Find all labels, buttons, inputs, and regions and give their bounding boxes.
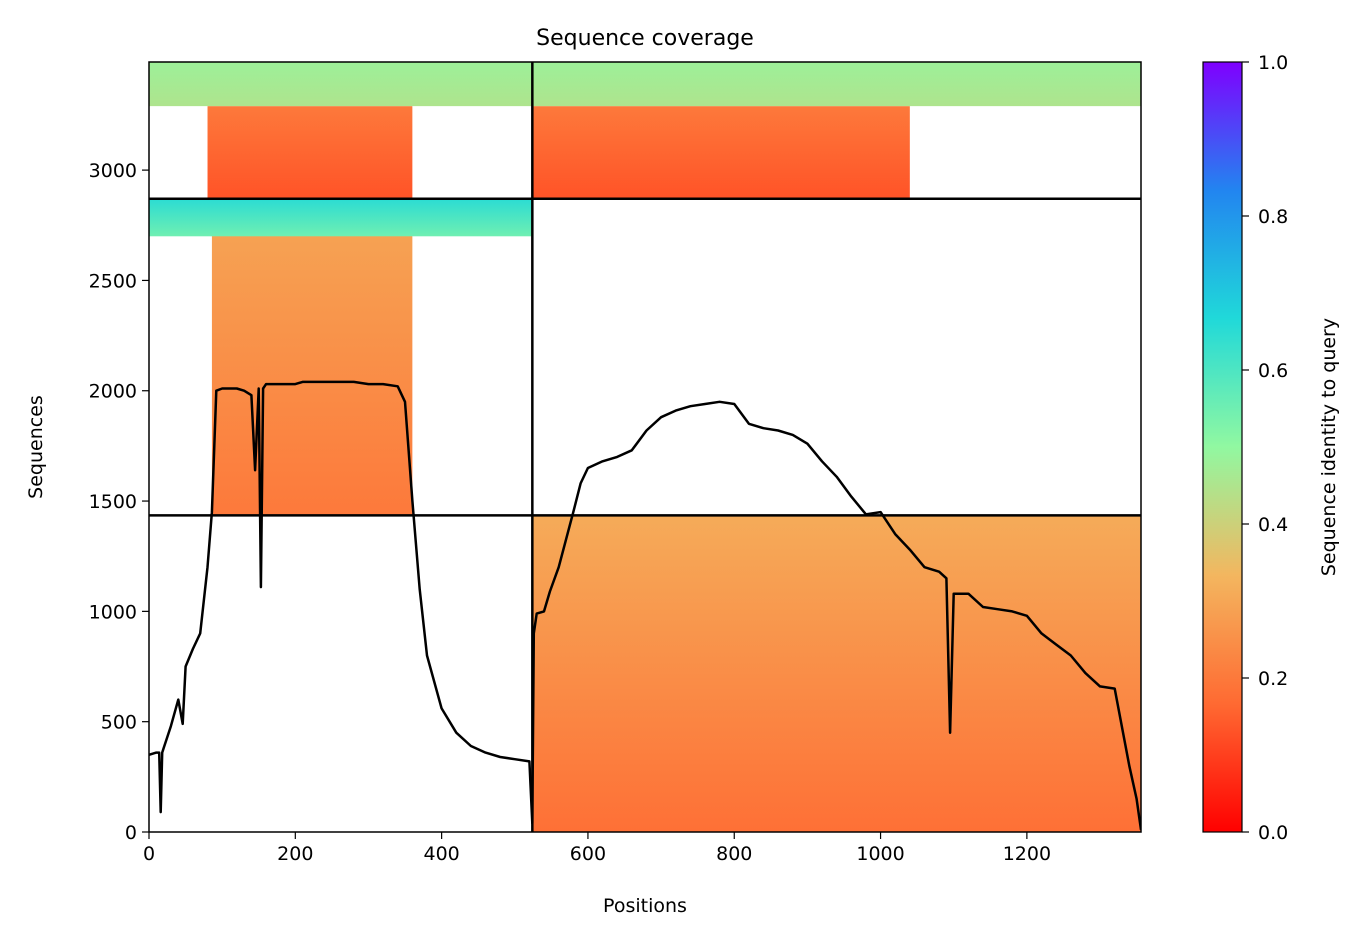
y-tick-label: 1500	[89, 491, 137, 513]
x-axis-label: Positions	[603, 895, 687, 917]
colorbar-tick-label: 0.0	[1258, 822, 1288, 844]
coverage-block	[207, 106, 413, 199]
x-tick-label: 800	[716, 843, 752, 865]
coverage-block	[532, 62, 1141, 107]
colorbar	[1202, 61, 1243, 833]
x-tick-label: 400	[423, 843, 459, 865]
x-tick-label: 1200	[1003, 843, 1051, 865]
colorbar-tick-label: 1.0	[1258, 52, 1288, 74]
y-tick-label: 0	[125, 822, 137, 844]
colorbar-tick-label: 0.4	[1258, 514, 1288, 536]
colorbar-tick-label: 0.8	[1258, 206, 1288, 228]
coverage-block	[532, 106, 910, 199]
y-tick-label: 500	[101, 712, 137, 734]
x-tick-label: 200	[277, 843, 313, 865]
y-axis-label: Sequences	[25, 395, 47, 499]
colorbar-label: Sequence identity to query	[1318, 318, 1340, 576]
x-tick-label: 600	[570, 843, 606, 865]
chart-title: Sequence coverage	[536, 26, 754, 51]
plot-frame	[148, 61, 1142, 833]
y-tick-label: 3000	[89, 160, 137, 182]
coverage-block	[211, 198, 413, 516]
coverage-block	[532, 515, 1141, 832]
x-tick-label: 0	[143, 843, 155, 865]
y-tick-label: 2000	[89, 381, 137, 403]
coverage-block	[149, 62, 533, 107]
y-tick-label: 2500	[89, 270, 137, 292]
coverage-line	[149, 380, 1141, 830]
y-tick-label: 1000	[89, 601, 137, 623]
coverage-block	[149, 198, 533, 237]
x-tick-label: 1000	[856, 843, 904, 865]
colorbar-tick-label: 0.2	[1258, 668, 1288, 690]
colorbar-tick-label: 0.6	[1258, 360, 1288, 382]
